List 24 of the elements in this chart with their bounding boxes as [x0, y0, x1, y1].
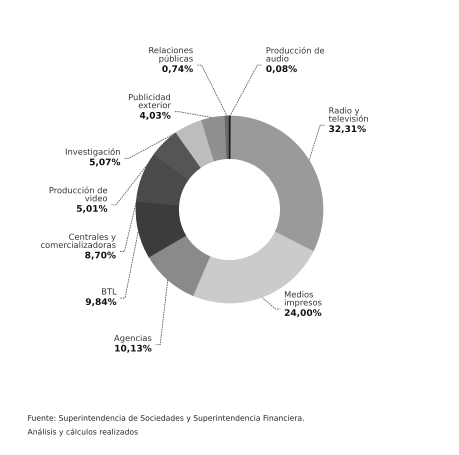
- slice-label: Centrales y comercializadoras: [40, 233, 116, 248]
- data-label: 8,70%: [85, 252, 116, 260]
- data-label: 24,00%: [284, 309, 322, 318]
- slice-label: Agencias: [114, 334, 152, 343]
- slice-label: Producción de video: [50, 186, 108, 202]
- data-label: 5,01%: [76, 205, 108, 214]
- slice-label: BTL: [102, 288, 117, 294]
- slice-label: Medios impresos: [284, 291, 322, 308]
- data-label: 32,31%: [329, 125, 366, 134]
- donut-slice: [201, 116, 228, 162]
- data-label: 9,84%: [86, 298, 116, 306]
- slice-label: Radio y televisión: [328, 107, 368, 122]
- data-label: 5,07%: [90, 158, 120, 166]
- slice-label: Producción de audio: [266, 46, 324, 62]
- slice-label: Investigación: [66, 148, 120, 156]
- data-label: 4,03%: [140, 112, 171, 120]
- donut-slice: [136, 200, 186, 258]
- data-label: 0,08%: [266, 65, 297, 74]
- donut-slice: [148, 234, 210, 296]
- slice-label: Publicidad exterior: [128, 94, 171, 108]
- donut-slice: [229, 116, 324, 252]
- data-label: 10,13%: [115, 344, 152, 353]
- data-label: 0,74%: [162, 65, 193, 74]
- slice-label: Relaciones públicas: [149, 46, 193, 64]
